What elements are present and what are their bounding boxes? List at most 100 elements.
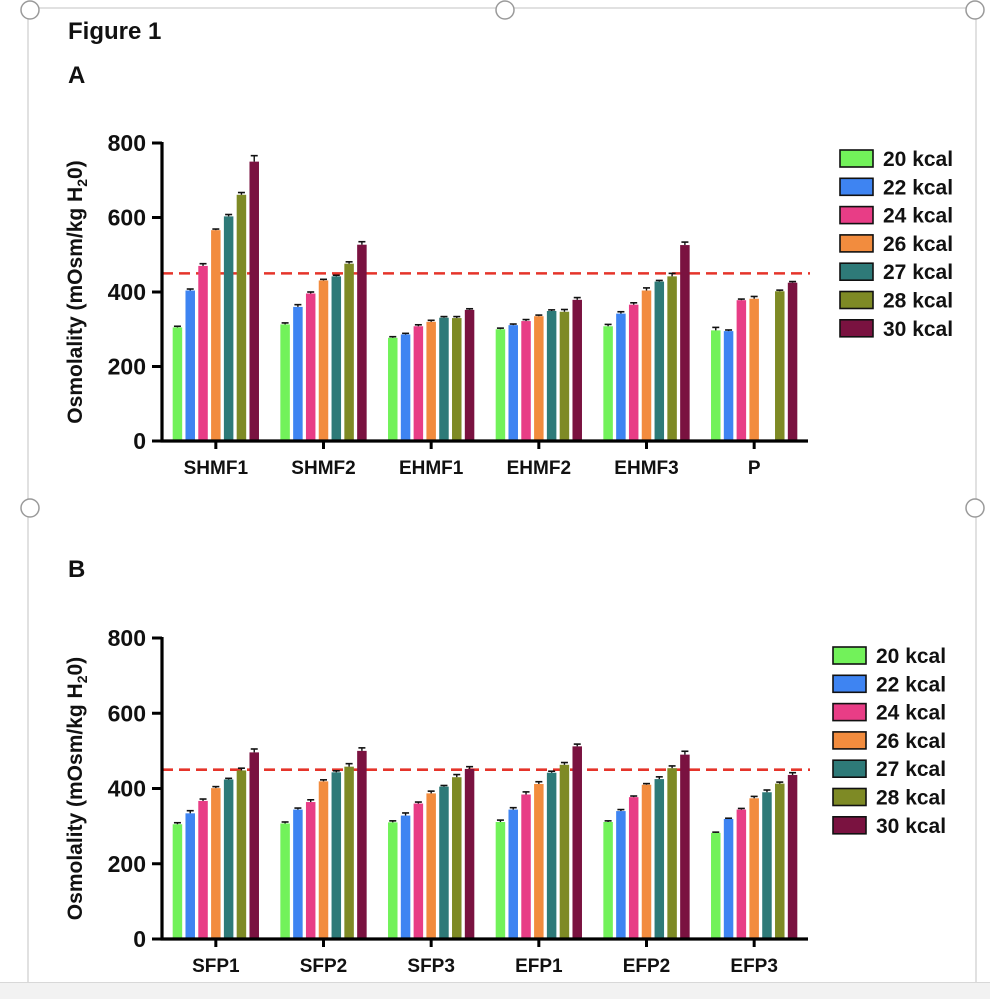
bar-shmf1-30-kcal	[249, 161, 259, 441]
legend-label-30-kcal: 30 kcal	[883, 318, 953, 341]
panel-a-label: A	[68, 62, 86, 89]
bar-shmf2-28-kcal	[344, 263, 354, 441]
legend-swatch-30-kcal	[839, 318, 874, 338]
legend-label-26-kcal: 26 kcal	[876, 730, 946, 753]
bar-shmf2-20-kcal	[280, 324, 290, 441]
x-tick-label: EHMF1	[399, 458, 464, 479]
bar-efp3-28-kcal	[775, 783, 785, 939]
bar-sfp1-26-kcal	[211, 788, 221, 939]
bar-sfp1-30-kcal	[249, 752, 259, 939]
bar-efp2-24-kcal	[628, 797, 639, 939]
legend-label-22-kcal: 22 kcal	[883, 176, 953, 199]
bar-ehmf2-26-kcal	[534, 316, 544, 441]
bar-ehmf3-27-kcal	[654, 281, 665, 441]
y-tick-label: 0	[133, 926, 146, 952]
legend-swatch-30-kcal	[832, 815, 867, 835]
bar-sfp3-27-kcal	[439, 786, 449, 939]
bar-ehmf3-28-kcal	[667, 276, 677, 441]
bar-ehmf1-27-kcal	[439, 317, 449, 441]
resize-handle-middle-right[interactable]	[965, 498, 985, 518]
bar-ehmf3-20-kcal	[603, 326, 613, 441]
bar-sfp3-28-kcal	[452, 777, 462, 939]
bar-sfp2-22-kcal	[293, 809, 303, 939]
bar-efp3-30-kcal	[787, 774, 798, 939]
legend-label-28-kcal: 28 kcal	[876, 787, 946, 810]
bar-efp2-20-kcal	[603, 821, 613, 939]
bar-efp3-27-kcal	[762, 792, 772, 939]
resize-handle-top-right[interactable]	[965, 0, 985, 20]
bar-efp3-20-kcal	[711, 832, 721, 939]
legend-swatch-27-kcal	[832, 759, 867, 779]
bar-sfp1-27-kcal	[223, 779, 234, 939]
bar-efp1-27-kcal	[546, 772, 557, 939]
bar-sfp3-30-kcal	[464, 768, 475, 939]
bar-ehmf2-30-kcal	[572, 299, 582, 441]
bar-sfp1-20-kcal	[172, 824, 183, 939]
y-tick-label: 800	[108, 130, 146, 156]
x-tick-label: EFP3	[730, 956, 778, 977]
bar-ehmf1-20-kcal	[388, 337, 398, 441]
legend-label-20-kcal: 20 kcal	[876, 645, 946, 668]
y-tick-label: 200	[108, 354, 146, 380]
bar-ehmf1-24-kcal	[413, 326, 424, 441]
bar-efp3-24-kcal	[736, 809, 747, 939]
bar-shmf1-24-kcal	[198, 265, 208, 441]
bar-sfp2-30-kcal	[357, 750, 367, 939]
bar-ehmf3-24-kcal	[628, 304, 639, 441]
bar-shmf2-22-kcal	[293, 306, 303, 441]
bar-efp2-26-kcal	[641, 784, 652, 939]
bar-ehmf3-26-kcal	[641, 290, 652, 441]
legend-swatch-27-kcal	[839, 262, 874, 282]
legend-swatch-28-kcal	[832, 787, 867, 807]
resize-handle-top-center[interactable]	[495, 0, 515, 20]
legend-swatch-24-kcal	[839, 205, 874, 225]
legend-label-28-kcal: 28 kcal	[883, 290, 953, 313]
x-tick-label: P	[748, 458, 761, 479]
bar-efp3-26-kcal	[749, 798, 759, 939]
bar-efp2-27-kcal	[654, 779, 665, 939]
bar-efp1-30-kcal	[572, 746, 582, 939]
bar-ehmf3-30-kcal	[680, 245, 690, 441]
bar-efp1-24-kcal	[521, 794, 531, 939]
bar-sfp2-20-kcal	[280, 823, 290, 939]
x-tick-label: EFP1	[515, 956, 563, 977]
x-tick-label: SFP2	[300, 956, 348, 977]
y-axis-label: Osmolality (mOsm/kg H20)	[64, 657, 90, 920]
x-tick-label: SHMF1	[184, 458, 249, 479]
x-tick-label: EFP2	[623, 956, 671, 977]
legend-swatch-28-kcal	[839, 290, 874, 310]
bar-ehmf3-22-kcal	[616, 313, 626, 441]
bar-ehmf2-27-kcal	[546, 310, 557, 441]
legend-swatch-22-kcal	[832, 674, 867, 694]
bar-efp1-22-kcal	[508, 809, 518, 939]
resize-handle-middle-left[interactable]	[20, 498, 40, 518]
bar-ehmf2-20-kcal	[495, 329, 506, 441]
bar-shmf1-22-kcal	[185, 290, 195, 441]
bar-shmf1-27-kcal	[223, 216, 234, 441]
resize-handle-top-left[interactable]	[20, 0, 40, 20]
y-tick-label: 200	[108, 851, 146, 877]
bar-shmf1-20-kcal	[172, 327, 183, 441]
legend-swatch-26-kcal	[832, 731, 867, 750]
legend-swatch-24-kcal	[832, 702, 867, 722]
legend-label-27-kcal: 27 kcal	[876, 758, 946, 781]
bar-sfp3-20-kcal	[388, 822, 398, 939]
bar-ehmf1-26-kcal	[426, 321, 436, 441]
panel-b-label: B	[68, 556, 86, 583]
bar-p-26-kcal	[749, 298, 759, 441]
legend-label-30-kcal: 30 kcal	[876, 815, 946, 838]
bar-sfp3-22-kcal	[400, 815, 411, 939]
x-tick-label: SHMF2	[291, 458, 355, 479]
x-tick-label: SFP1	[192, 956, 240, 977]
y-tick-label: 800	[108, 625, 146, 651]
figure-title: Figure 1	[68, 18, 162, 45]
y-tick-label: 400	[108, 776, 146, 802]
legend-swatch-20-kcal	[832, 646, 867, 665]
bar-sfp1-22-kcal	[185, 813, 195, 939]
bar-ehmf2-22-kcal	[508, 325, 518, 441]
legend-label-24-kcal: 24 kcal	[883, 205, 953, 228]
bar-p-30-kcal	[787, 282, 798, 441]
bar-p-28-kcal	[775, 291, 785, 441]
bar-p-20-kcal	[711, 330, 721, 441]
